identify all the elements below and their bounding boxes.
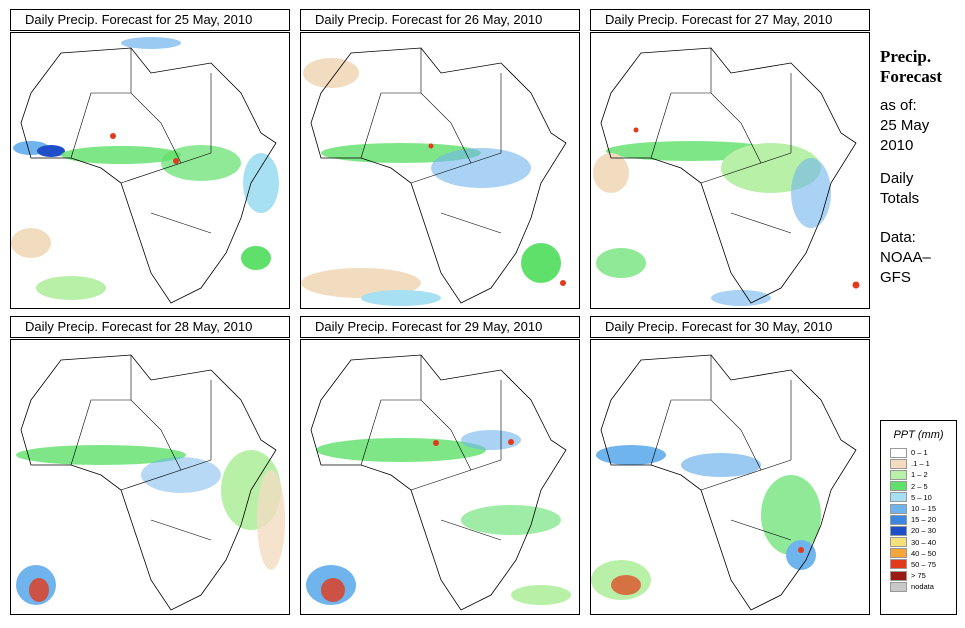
panel-title-6: Daily Precip. Forecast for 30 May, 2010 <box>590 316 870 338</box>
legend-item: 40 – 50 <box>881 548 956 559</box>
legend-label: 15 – 20 <box>911 515 937 525</box>
asof-block: as of: 25 May 2010 <box>880 96 929 156</box>
data-line1: Data: <box>880 229 916 246</box>
legend-swatch <box>890 525 907 536</box>
legend-label: 2 – 5 <box>911 481 928 491</box>
panel-title-4: Daily Precip. Forecast for 28 May, 2010 <box>10 316 290 338</box>
legend-label: 1 – 2 <box>911 470 928 480</box>
legend-label: 10 – 15 <box>911 504 937 514</box>
totals-line2: Totals <box>880 190 920 207</box>
legend-swatch <box>890 570 907 581</box>
legend-item: 30 – 40 <box>881 537 956 548</box>
panel-title-2: Daily Precip. Forecast for 26 May, 2010 <box>300 9 580 31</box>
africa-map-1 <box>11 37 279 304</box>
data-line3: GFS <box>880 269 911 286</box>
legend-label: 20 – 30 <box>911 526 937 536</box>
data-source-block: Data: NOAA– GFS <box>880 228 931 288</box>
legend-title: PPT (mm) <box>893 429 944 441</box>
legend-swatch <box>890 548 907 559</box>
legend-swatch <box>890 503 907 514</box>
legend-swatch <box>890 481 907 492</box>
africa-map-6 <box>591 354 857 611</box>
legend-item: 20 – 30 <box>881 525 956 536</box>
legend-item: 1 – 2 <box>881 469 956 480</box>
legend-item: 2 – 5 <box>881 481 956 492</box>
asof-label: as of: <box>880 97 917 114</box>
legend-swatch <box>890 581 907 592</box>
panel-title-1: Daily Precip. Forecast for 25 May, 2010 <box>10 9 290 31</box>
panel-title-3: Daily Precip. Forecast for 27 May, 2010 <box>590 9 870 31</box>
legend-swatch <box>890 447 907 458</box>
legend-label: 50 – 75 <box>911 559 937 569</box>
panel-map-4 <box>10 339 290 615</box>
totals-line1: Daily <box>880 170 914 187</box>
legend-item: 0 – 1 <box>881 447 956 458</box>
panel-map-2 <box>300 32 580 309</box>
panel-map-3 <box>590 32 870 309</box>
legend-swatch <box>890 559 907 570</box>
africa-map-2 <box>301 47 567 306</box>
forecast-title: Precip. Forecast <box>880 47 942 87</box>
data-line2: NOAA– <box>880 249 931 266</box>
legend-label: 5 – 10 <box>911 492 932 502</box>
africa-map-5 <box>306 354 571 611</box>
forecast-title-line1: Precip. <box>880 47 932 66</box>
totals-block: Daily Totals <box>880 169 919 209</box>
asof-date-line2: 2010 <box>880 137 914 154</box>
panel-map-6 <box>590 339 870 615</box>
legend-item: .1 – 1 <box>881 458 956 469</box>
legend-label: 30 – 40 <box>911 537 937 547</box>
legend-item: 50 – 75 <box>881 559 956 570</box>
legend-item: 5 – 10 <box>881 492 956 503</box>
legend-item: nodata <box>881 581 956 592</box>
legend-swatch <box>890 492 907 503</box>
legend-label: 40 – 50 <box>911 548 937 558</box>
legend-item: > 75 <box>881 570 956 581</box>
panel-map-1 <box>10 32 290 309</box>
legend-label: > 75 <box>911 571 926 581</box>
legend-swatch <box>890 514 907 525</box>
legend-swatch <box>890 458 907 469</box>
legend-item: 15 – 20 <box>881 514 956 525</box>
legend-item: 10 – 15 <box>881 503 956 514</box>
panel-map-5 <box>300 339 580 615</box>
legend-label: nodata <box>911 582 934 592</box>
legend-swatch <box>890 537 907 548</box>
africa-map-4 <box>16 354 285 611</box>
legend-label: 0 – 1 <box>911 448 928 458</box>
asof-date-line1: 25 May <box>880 117 930 134</box>
panel-title-5: Daily Precip. Forecast for 29 May, 2010 <box>300 316 580 338</box>
legend-swatch <box>890 469 907 480</box>
legend-label: .1 – 1 <box>911 459 930 469</box>
africa-map-3 <box>593 47 860 306</box>
forecast-title-line2: Forecast <box>880 67 942 86</box>
